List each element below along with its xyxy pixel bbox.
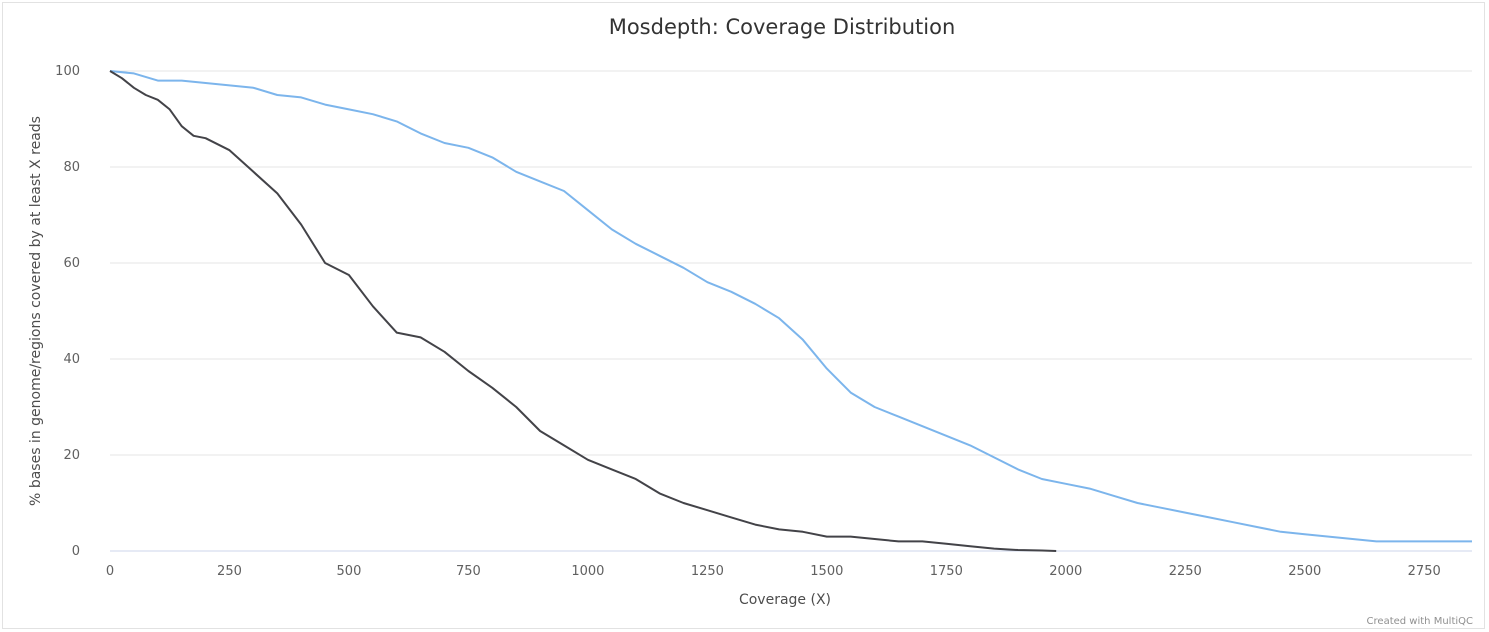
x-tick-label: 750 [456, 564, 481, 579]
y-tick-label: 80 [63, 160, 80, 175]
x-tick-label: 2000 [1049, 564, 1082, 579]
x-tick-label: 250 [217, 564, 242, 579]
x-tick-label: 1250 [691, 564, 724, 579]
x-tick-label: 500 [337, 564, 362, 579]
chart-title: Mosdepth: Coverage Distribution [609, 15, 956, 39]
x-tick-label: 2500 [1288, 564, 1321, 579]
y-tick-label: 100 [55, 64, 80, 79]
x-tick-label: 2750 [1408, 564, 1441, 579]
series-line-2[interactable] [109, 70, 1057, 552]
y-tick-label: 40 [63, 352, 80, 367]
x-tick-label: 0 [106, 564, 114, 579]
y-tick-label: 20 [63, 448, 80, 463]
series-line-1[interactable] [109, 70, 1472, 543]
series-group [109, 70, 1472, 552]
grid-lines [110, 70, 1472, 456]
x-tick-label: 1750 [930, 564, 963, 579]
x-tick-label: 1000 [571, 564, 604, 579]
x-axis-ticks: 0 250 500 750 1000 1250 1500 1750 2000 2250 2500 27… [106, 564, 1441, 579]
y-axis-title: % bases in genome/regions covered by at … [28, 116, 44, 506]
credit-label[interactable]: Created with MultiQC [1367, 616, 1473, 627]
x-axis-title: Coverage (X) [739, 592, 831, 608]
x-tick-label: 1500 [810, 564, 843, 579]
y-tick-label: 0 [72, 544, 80, 559]
x-tick-label: 2250 [1169, 564, 1202, 579]
y-tick-label: 60 [63, 256, 80, 271]
y-axis-ticks: 0 20 40 60 80 100 [55, 64, 80, 559]
